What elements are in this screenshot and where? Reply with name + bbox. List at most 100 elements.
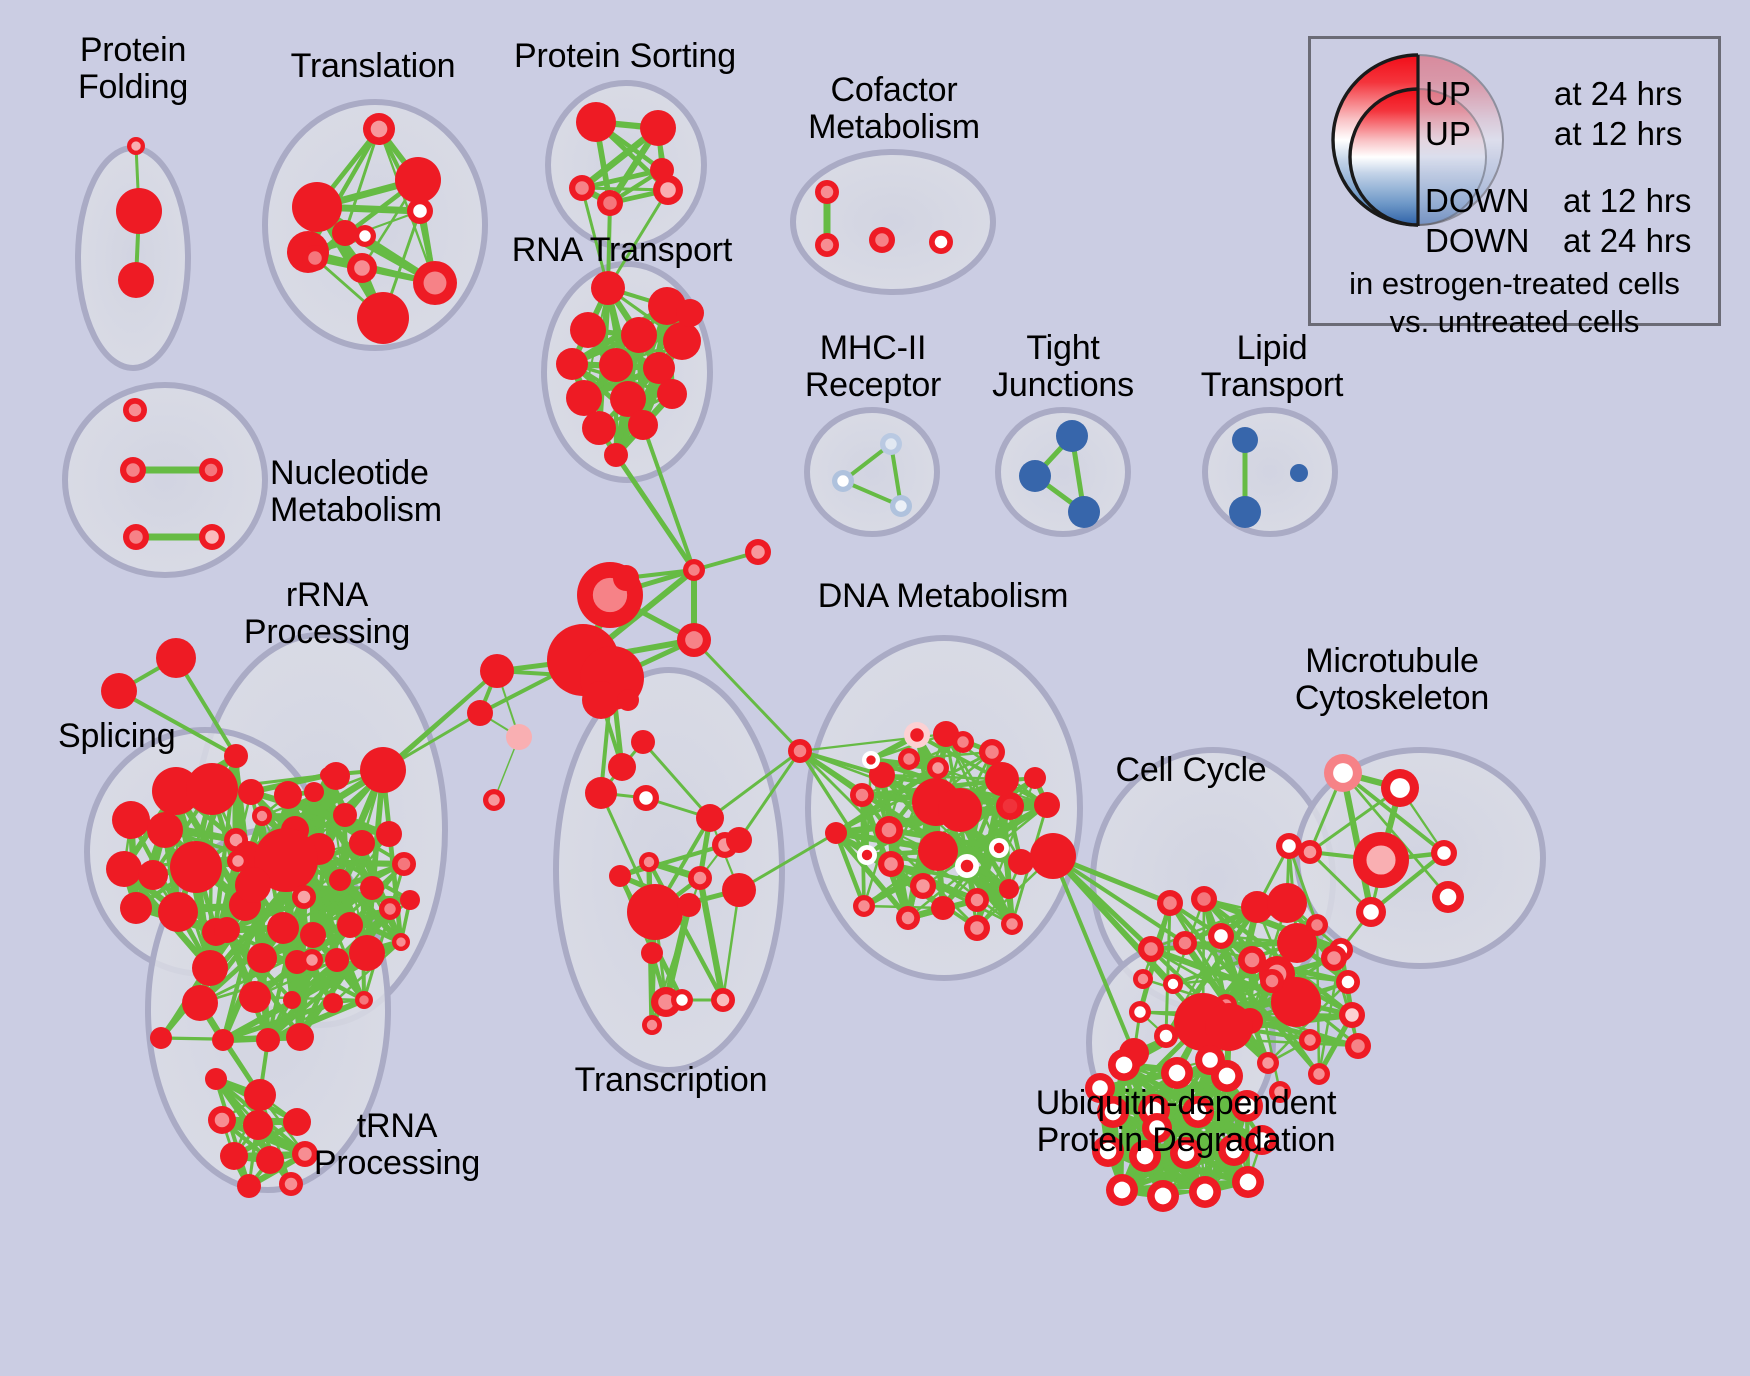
node-outer-ring — [621, 317, 657, 353]
legend-footer-line1: in estrogen-treated cells — [1349, 266, 1680, 301]
node-outer-ring — [332, 220, 358, 246]
network-edge — [1341, 771, 1450, 899]
network-edge — [737, 749, 802, 842]
network-edge — [798, 749, 884, 777]
legend-state-3: DOWN — [1425, 222, 1530, 259]
network-edge — [1368, 850, 1447, 915]
network-node — [1267, 883, 1307, 923]
node-outer-ring — [722, 873, 756, 907]
node-outer-ring — [570, 312, 606, 348]
network-node — [235, 867, 271, 903]
cluster-label-mhc-ii-receptor: MHC-II Receptor — [804, 329, 942, 404]
node-inner-core — [126, 463, 140, 477]
network-edge — [302, 862, 406, 899]
cluster-hull-protein-sorting — [545, 80, 707, 250]
network-node — [788, 739, 812, 763]
network-node — [591, 271, 625, 305]
node-inner-core — [306, 954, 318, 966]
network-node — [1339, 1002, 1365, 1028]
network-node — [1336, 970, 1360, 994]
network-node — [1173, 931, 1197, 955]
node-inner-core — [1168, 1064, 1186, 1082]
network-node — [1356, 897, 1386, 927]
node-inner-core — [603, 196, 617, 210]
node-inner-core — [397, 857, 411, 871]
network-node — [483, 789, 505, 811]
node-inner-core — [1366, 845, 1396, 875]
network-node — [274, 781, 302, 809]
network-edge — [1051, 854, 1175, 986]
node-outer-ring — [585, 777, 617, 809]
node-outer-ring — [1056, 420, 1088, 452]
node-outer-ring — [869, 762, 895, 788]
cluster-label-rna-transport: RNA Transport — [511, 231, 733, 269]
node-inner-core — [1196, 1183, 1214, 1201]
network-node — [1432, 881, 1464, 913]
cluster-label-dna-metabolism: DNA Metabolism — [817, 577, 1069, 615]
network-edge — [364, 767, 386, 956]
node-inner-core — [131, 141, 141, 151]
node-inner-core — [214, 1112, 230, 1128]
network-edge — [833, 830, 911, 921]
network-node — [323, 993, 343, 1013]
node-inner-core — [910, 728, 924, 742]
network-edge — [708, 749, 802, 820]
node-outer-ring — [112, 801, 150, 839]
node-inner-core — [793, 744, 807, 758]
node-outer-ring — [613, 565, 639, 591]
cluster-hull-cofactor-metabolism — [790, 149, 996, 295]
network-node — [1269, 1081, 1291, 1103]
node-outer-ring — [480, 654, 514, 688]
node-inner-core — [861, 849, 873, 861]
legend-box: UP at 24 hrs UP at 12 hrs DOWN at 12 hrs… — [1308, 36, 1721, 339]
network-node — [878, 851, 904, 877]
node-inner-core — [1239, 1173, 1257, 1191]
node-inner-core — [1218, 1067, 1236, 1085]
network-node — [254, 828, 318, 892]
node-inner-core — [204, 463, 218, 477]
network-edge — [737, 831, 838, 892]
network-node — [1034, 792, 1060, 818]
node-inner-core — [693, 871, 707, 885]
network-node — [1229, 496, 1261, 528]
node-outer-ring — [214, 917, 240, 943]
network-edge — [880, 740, 965, 777]
node-inner-core — [901, 911, 915, 925]
network-node — [964, 915, 990, 941]
node-inner-core — [1113, 1181, 1131, 1199]
node-outer-ring — [918, 831, 958, 871]
node-inner-core — [934, 235, 948, 249]
network-node — [392, 852, 416, 876]
node-outer-ring — [985, 762, 1019, 796]
network-node — [1290, 464, 1308, 482]
cluster-label-cofactor-metabolism: Cofactor Metabolism — [808, 71, 980, 146]
network-node — [214, 917, 240, 943]
node-outer-ring — [170, 841, 222, 893]
network-edge — [1051, 854, 1187, 945]
node-inner-core — [575, 181, 589, 195]
node-outer-ring — [631, 730, 655, 754]
network-node — [1299, 1029, 1321, 1051]
network-node — [582, 411, 616, 445]
legend-footer-line2: vs. untreated cells — [1389, 304, 1640, 339]
node-inner-core — [970, 921, 984, 935]
node-outer-ring — [237, 1174, 261, 1198]
node-outer-ring — [676, 299, 704, 327]
network-node — [815, 180, 839, 204]
node-inner-core — [885, 438, 897, 450]
legend-time-1: at 12 hrs — [1554, 115, 1683, 152]
node-outer-ring — [300, 922, 326, 948]
network-node — [999, 879, 1019, 899]
network-node — [1106, 1174, 1138, 1206]
node-outer-ring — [650, 158, 674, 182]
node-inner-core — [423, 271, 447, 295]
network-node — [628, 410, 658, 440]
node-outer-ring — [640, 110, 676, 146]
network-node — [642, 1015, 662, 1035]
node-outer-ring — [158, 892, 198, 932]
network-node — [627, 884, 683, 940]
node-inner-core — [837, 475, 849, 487]
network-edge — [641, 740, 712, 820]
node-outer-ring — [147, 812, 183, 848]
network-edge — [1202, 897, 1228, 1007]
